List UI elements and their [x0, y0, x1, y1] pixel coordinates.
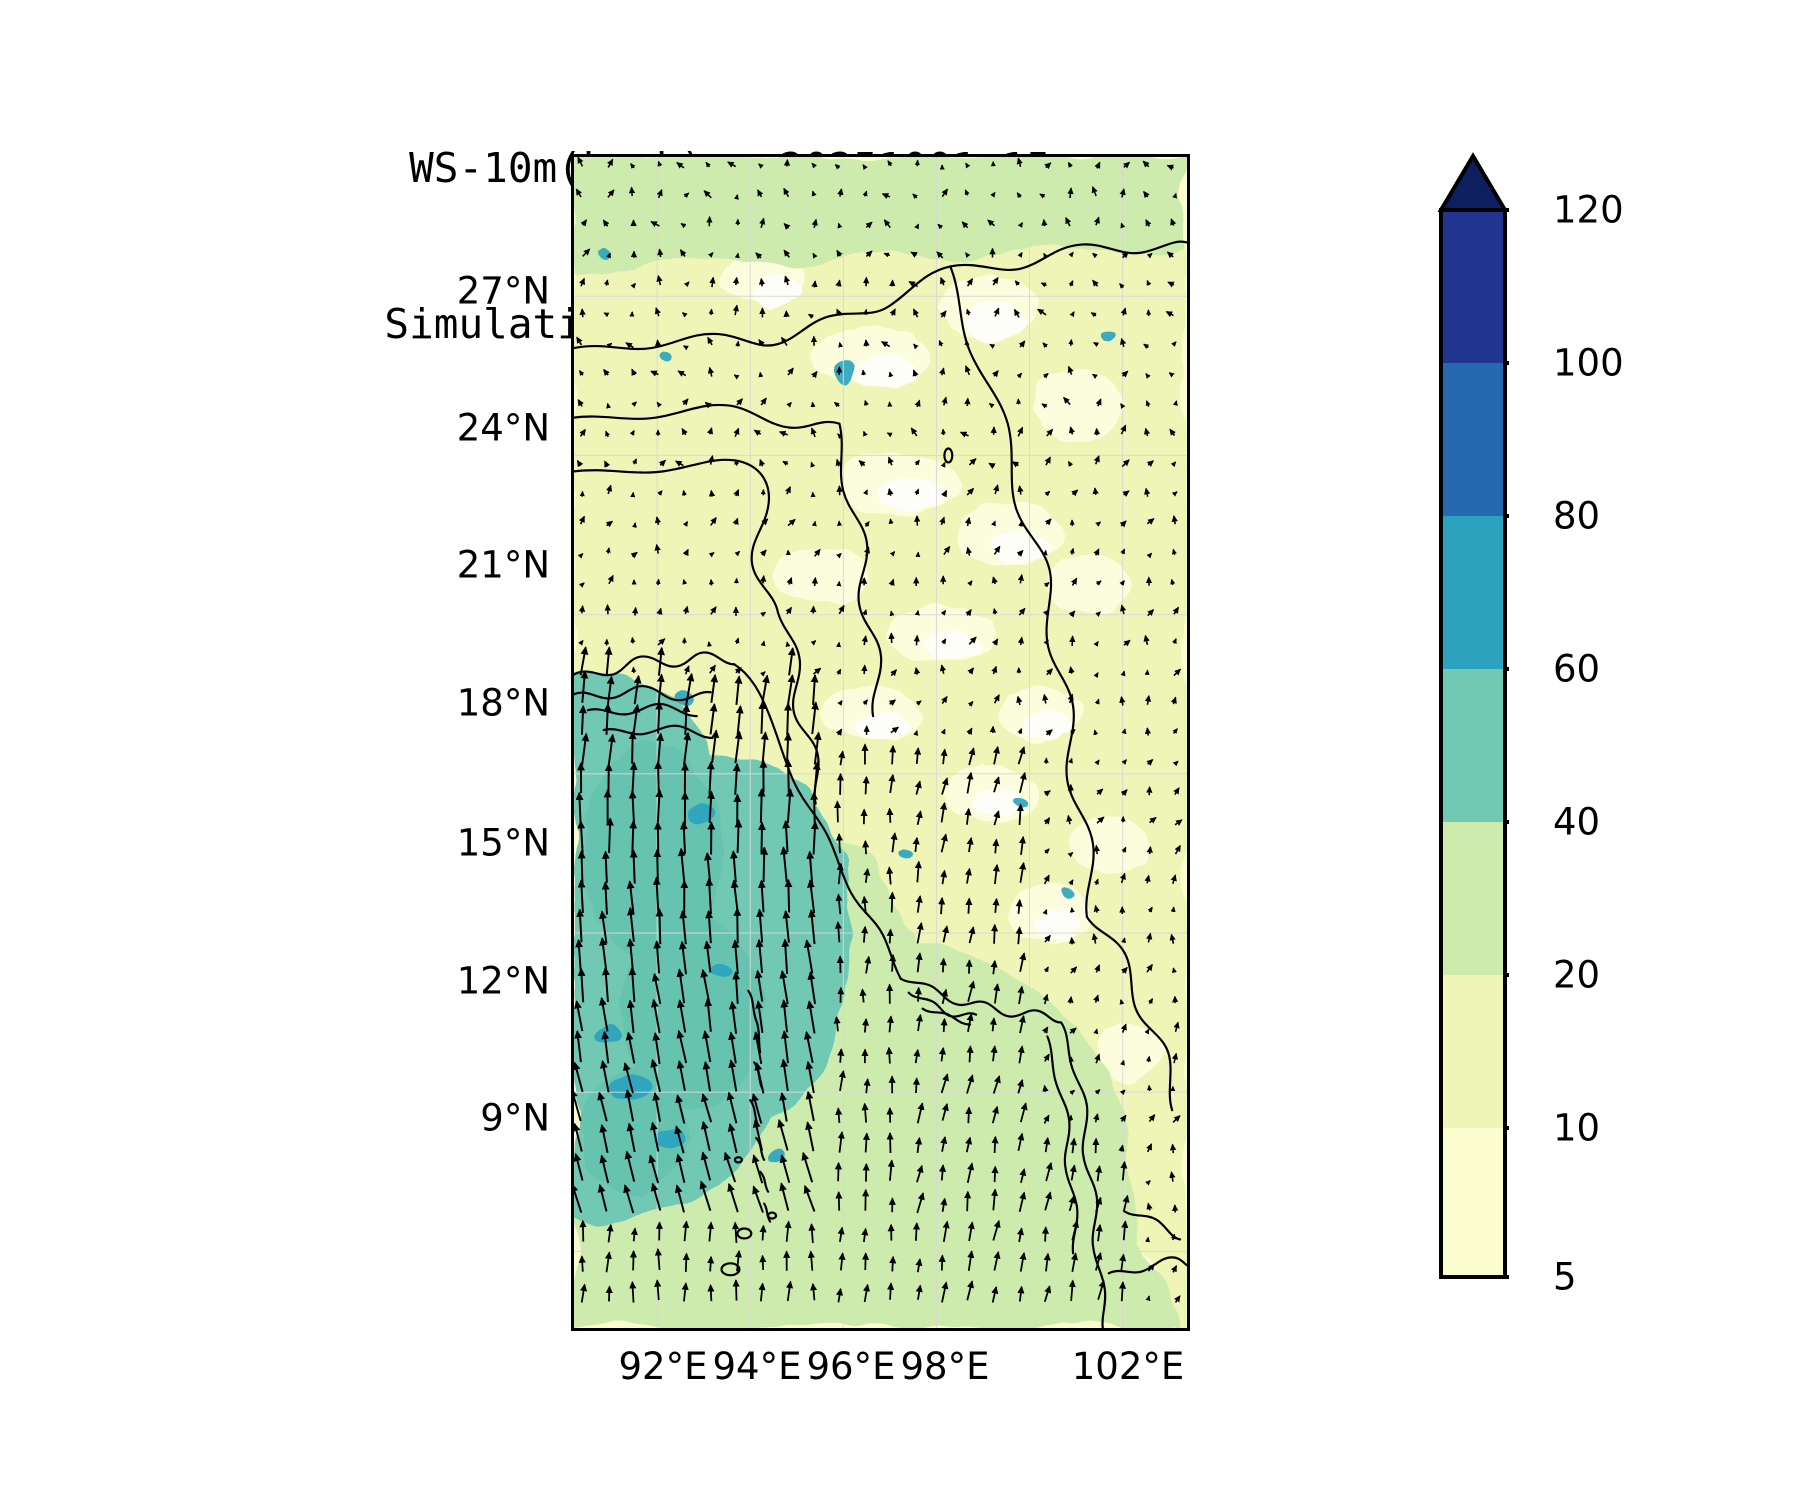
cbar-label-120: 120 [1553, 188, 1624, 232]
colorbar-extend-max [1437, 152, 1509, 212]
xtick-label-92E: 92°E [618, 1345, 708, 1388]
cbar-label-60: 60 [1553, 647, 1601, 691]
cbar-label-5: 5 [1553, 1255, 1577, 1299]
ytick-label-27N: 27°N [456, 269, 550, 313]
cbar-label-10: 10 [1553, 1106, 1601, 1150]
ytick-label-24N: 24°N [456, 406, 550, 450]
ytick-label-18N: 18°N [456, 681, 550, 725]
ytick-label-9N: 9°N [480, 1096, 550, 1140]
cbar-label-100: 100 [1553, 341, 1624, 385]
xtick-label-98E: 98°E [900, 1345, 990, 1388]
cbar-label-20: 20 [1553, 953, 1601, 997]
cbar-label-40: 40 [1553, 800, 1601, 844]
map-axes [571, 154, 1190, 1331]
colorbar [1437, 152, 1509, 1282]
cbar-label-80: 80 [1553, 494, 1601, 538]
xtick-label-96E: 96°E [806, 1345, 896, 1388]
ytick-label-21N: 21°N [456, 543, 550, 587]
wind-vectors [574, 157, 1183, 1303]
xtick-label-94E: 94°E [712, 1345, 802, 1388]
wind-speed-map [574, 157, 1187, 1328]
ytick-label-15N: 15°N [456, 821, 550, 865]
xtick-label-102E: 102°E [1071, 1345, 1185, 1388]
ytick-label-12N: 12°N [456, 959, 550, 1003]
